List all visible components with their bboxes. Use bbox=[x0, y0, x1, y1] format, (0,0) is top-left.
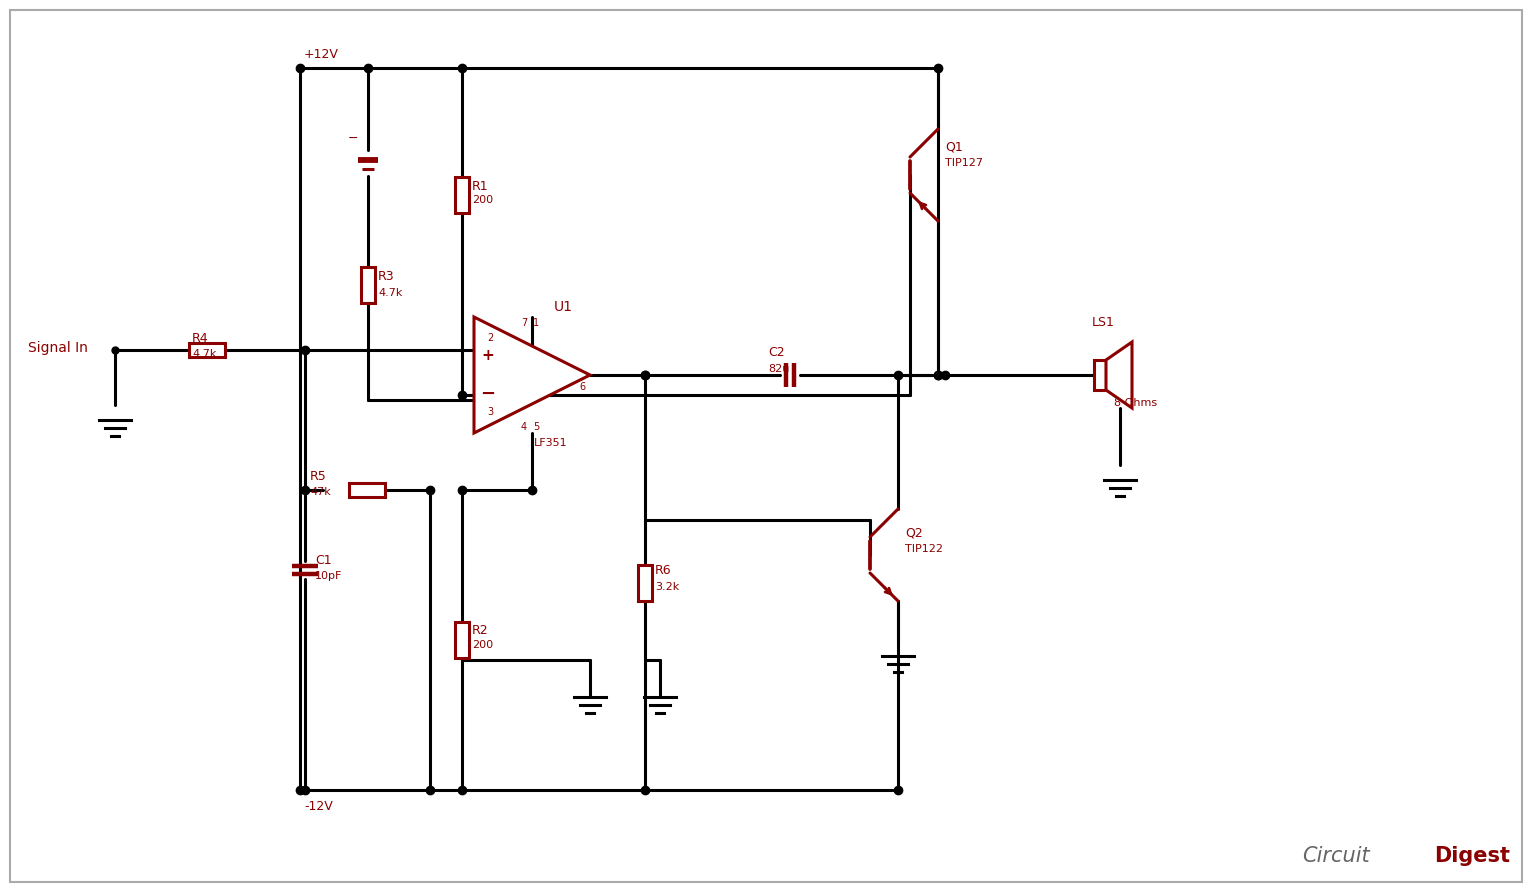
Bar bbox=[455, 177, 469, 213]
Text: 8 Ohms: 8 Ohms bbox=[1114, 398, 1157, 408]
Text: R5: R5 bbox=[309, 469, 326, 483]
Text: TIP127: TIP127 bbox=[945, 158, 984, 168]
Text: U1: U1 bbox=[555, 300, 573, 314]
Text: 5: 5 bbox=[533, 422, 539, 432]
Bar bbox=[362, 267, 375, 303]
Bar bbox=[455, 622, 469, 658]
Text: Circuit: Circuit bbox=[1302, 846, 1370, 866]
Bar bbox=[637, 565, 653, 600]
Text: 1: 1 bbox=[533, 318, 539, 328]
Text: 2: 2 bbox=[487, 333, 493, 343]
Text: R4: R4 bbox=[192, 332, 208, 344]
Text: 4.7k: 4.7k bbox=[192, 349, 216, 359]
Text: 7: 7 bbox=[521, 318, 527, 328]
Text: 4.7k: 4.7k bbox=[378, 288, 403, 298]
Text: Signal In: Signal In bbox=[28, 341, 87, 355]
Bar bbox=[349, 483, 385, 497]
Text: C2: C2 bbox=[768, 346, 784, 359]
Text: 4: 4 bbox=[521, 422, 527, 432]
Bar bbox=[1094, 360, 1106, 390]
Text: 3: 3 bbox=[487, 407, 493, 417]
Text: R1: R1 bbox=[472, 179, 489, 193]
Text: 10pF: 10pF bbox=[316, 571, 342, 581]
Text: 47k: 47k bbox=[309, 487, 331, 497]
Text: +: + bbox=[481, 349, 495, 364]
Text: 200: 200 bbox=[472, 195, 493, 205]
Text: R2: R2 bbox=[472, 624, 489, 638]
Text: −: − bbox=[348, 131, 358, 145]
Polygon shape bbox=[1106, 342, 1132, 408]
Text: 200: 200 bbox=[472, 640, 493, 650]
Text: 82u: 82u bbox=[768, 364, 789, 374]
Text: LS1: LS1 bbox=[1092, 317, 1115, 329]
Text: Q2: Q2 bbox=[905, 526, 922, 540]
Text: TIP122: TIP122 bbox=[905, 544, 944, 554]
Text: R6: R6 bbox=[656, 564, 671, 577]
Text: -12V: -12V bbox=[303, 799, 332, 813]
Text: R3: R3 bbox=[378, 270, 395, 284]
Text: C1: C1 bbox=[316, 554, 331, 566]
Text: Digest: Digest bbox=[1434, 846, 1511, 866]
Text: −: − bbox=[481, 385, 495, 403]
Text: Q1: Q1 bbox=[945, 141, 962, 153]
Text: +12V: +12V bbox=[303, 47, 339, 61]
Text: LF351: LF351 bbox=[535, 438, 568, 448]
Text: 3.2k: 3.2k bbox=[656, 582, 679, 591]
Polygon shape bbox=[473, 317, 590, 433]
Text: 6: 6 bbox=[579, 382, 585, 392]
Bar bbox=[188, 343, 225, 357]
